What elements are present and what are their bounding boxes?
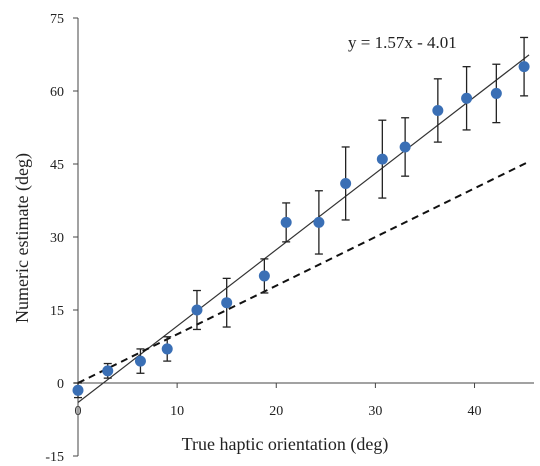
y-tick-label: 60 (50, 85, 64, 100)
axes (73, 17, 534, 457)
data-point (280, 216, 292, 228)
fit-line (77, 54, 530, 403)
x-tick-label: 10 (170, 404, 184, 419)
identity-line (77, 160, 530, 384)
x-tick-label: 40 (468, 404, 482, 419)
x-tick-label: 0 (75, 404, 82, 419)
data-point (161, 343, 173, 355)
y-tick-label: 30 (50, 231, 64, 246)
data-point (102, 365, 114, 377)
tick-labels: -15 0 15 30 45 60 75 0 10 20 30 40 (45, 12, 481, 465)
data-point (432, 104, 444, 116)
x-tick-label: 30 (368, 404, 382, 419)
data-point (221, 297, 233, 309)
data-points (72, 61, 530, 396)
x-axis-title: True haptic orientation (deg) (182, 434, 389, 455)
data-point (340, 177, 352, 189)
trend-lines (77, 54, 530, 403)
y-tick-label: 75 (50, 12, 64, 27)
data-point (313, 216, 325, 228)
y-tick-label: 0 (57, 377, 64, 392)
data-point (258, 270, 270, 282)
y-axis-title: Numeric estimate (deg) (12, 153, 33, 323)
y-tick-label: 15 (50, 304, 64, 319)
data-point (72, 384, 84, 396)
fit-equation: y = 1.57x - 4.01 (348, 33, 457, 52)
error-bars (74, 36, 529, 399)
data-point (399, 141, 411, 153)
y-tick-label: -15 (45, 450, 64, 465)
data-point (461, 92, 473, 104)
data-point (134, 355, 146, 367)
data-point (191, 304, 203, 316)
data-point (376, 153, 388, 165)
y-tick-label: 45 (50, 158, 64, 173)
data-point (490, 87, 502, 99)
x-tick-label: 20 (269, 404, 283, 419)
data-point (518, 61, 530, 73)
